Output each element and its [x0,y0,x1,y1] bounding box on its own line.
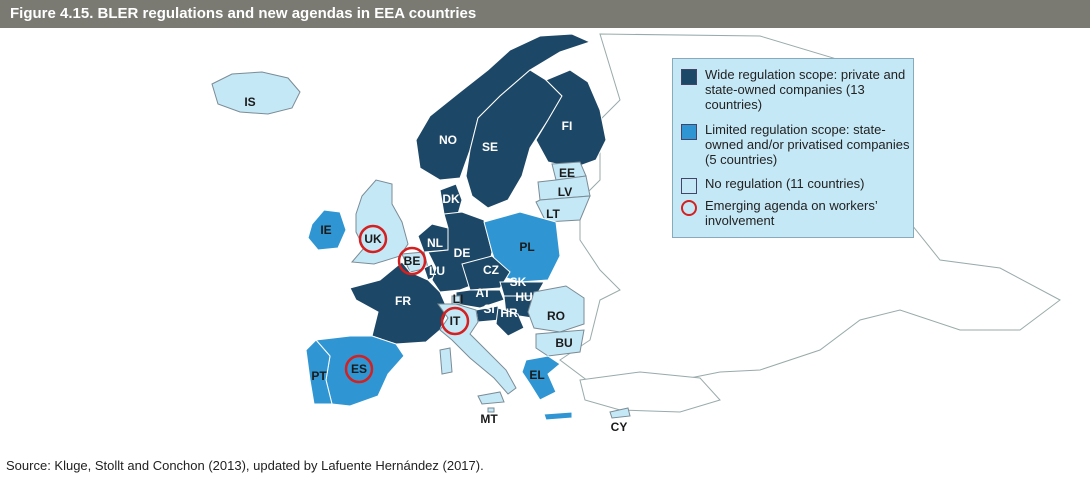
emerging-marker-BE [397,246,427,276]
country-label-LV: LV [558,185,572,199]
europe-map: IS NO SE FI EE LV LT DK IE UK NL BE LU DE PL CZ SK AT HU FR… [211,33,1061,434]
country-label-NO: NO [439,133,457,147]
country-label-SI: SI [483,302,494,316]
country-label-BU: BU [555,336,572,350]
country-label-HR: HR [500,306,518,320]
country-label-DK: DK [442,192,460,206]
legend-label-wide: Wide regulation scope: private and state… [705,67,906,112]
country-label-PT: PT [311,369,327,383]
country-label-LT: LT [546,207,560,221]
country-SE [465,69,563,209]
country-label-NL: NL [427,236,443,250]
country-label-IS: IS [244,95,255,109]
country-label-BE: BE [404,254,421,268]
country-label-HU: HU [515,290,532,304]
country-label-SE: SE [482,140,498,154]
country-RO [527,285,585,333]
country-EL [521,355,561,401]
country-label-DE: DE [454,246,471,260]
country-label-RO: RO [547,309,565,323]
legend-label-none: No regulation (11 countries) [705,176,865,191]
country-BU [535,329,585,357]
legend-swatch-none [681,178,697,194]
country-label-FI: FI [562,119,573,133]
country-label-ES: ES [351,362,367,376]
legend-item-limited: Limited regulation scope: state-owned an… [681,122,910,167]
country-FI [535,69,607,169]
legend-swatch-limited [681,124,697,140]
figure-title: Figure 4.15. BLER regulations and new ag… [10,5,477,22]
country-SK [499,281,545,297]
country-label-AT: AT [475,286,491,300]
country-LI [451,295,461,305]
country-label-LI: LI [453,292,464,306]
turkey-land [579,371,721,413]
country-label-EL: EL [529,368,544,382]
country-DK [439,183,463,215]
legend-swatch-wide [681,69,697,85]
country-IE [307,209,347,251]
emerging-marker-IT [440,306,470,336]
legend-label-limited: Limited regulation scope: state-owned an… [705,122,910,167]
country-NO [415,33,592,181]
island-crete [543,411,573,421]
country-label-LU: LU [429,264,445,278]
country-IT [437,303,517,395]
country-CY [609,407,631,419]
country-label-MT: MT [480,412,498,426]
country-LV [537,175,591,201]
island-sicily [477,391,505,405]
legend-swatch-emerging [681,200,697,216]
legend-item-none: No regulation (11 countries) [681,176,910,194]
country-IS [211,71,301,115]
country-label-EE: EE [559,166,575,180]
country-label-UK: UK [364,232,382,246]
legend-item-wide: Wide regulation scope: private and state… [681,67,910,112]
map-legend: Wide regulation scope: private and state… [672,58,914,238]
country-CZ [461,255,511,291]
country-label-PL: PL [519,240,534,254]
country-HR [495,307,525,337]
emerging-marker-ES [344,354,374,384]
legend-item-emerging: Emerging agenda on workers’ involvement [681,198,910,228]
legend-label-emerging: Emerging agenda on workers’ involvement [705,198,878,228]
country-label-SK: SK [510,275,527,289]
island-sardinia [439,347,453,375]
country-FR [349,261,449,345]
emerging-marker-UK [358,224,388,254]
figure-source: Source: Kluge, Stollt and Conchon (2013)… [6,458,484,473]
country-label-IT: IT [450,314,461,328]
country-MT [487,407,495,413]
country-label-FR: FR [395,294,411,308]
figure-title-bar: Figure 4.15. BLER regulations and new ag… [0,0,1090,28]
country-label-CZ: CZ [483,263,499,277]
country-label-IE: IE [320,223,331,237]
country-PT [305,339,333,405]
country-label-CY: CY [611,420,628,434]
